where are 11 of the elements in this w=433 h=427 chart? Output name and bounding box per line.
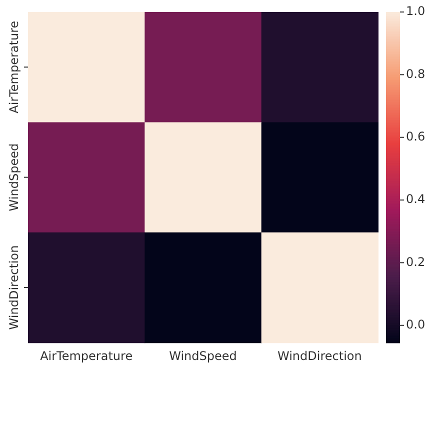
color-bar-label: 0.8: [406, 66, 426, 81]
color-bar-label: 0.2: [406, 254, 426, 269]
x-tick-label: WindSpeed: [169, 348, 237, 363]
color-bar-label: 0.0: [406, 317, 426, 332]
x-tick-label: WindDirection: [277, 348, 362, 363]
color-bar-label: 0.4: [406, 192, 426, 206]
y-tick-label: AirTemperature: [7, 20, 22, 114]
color-bar-label: 1.0: [406, 4, 426, 18]
color-bar-label: 0.6: [406, 129, 426, 144]
y-tick-label: WindSpeed: [7, 143, 22, 212]
x-tick-label: AirTemperature: [40, 348, 133, 363]
